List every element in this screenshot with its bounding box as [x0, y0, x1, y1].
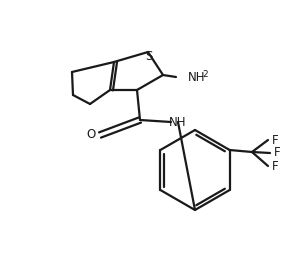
Text: NH: NH — [169, 115, 187, 128]
Text: F: F — [272, 133, 279, 146]
Text: NH: NH — [188, 70, 206, 83]
Text: O: O — [87, 128, 96, 141]
Text: F: F — [272, 159, 279, 172]
Text: S: S — [145, 49, 153, 62]
Text: 2: 2 — [202, 69, 208, 79]
Text: F: F — [274, 146, 281, 159]
